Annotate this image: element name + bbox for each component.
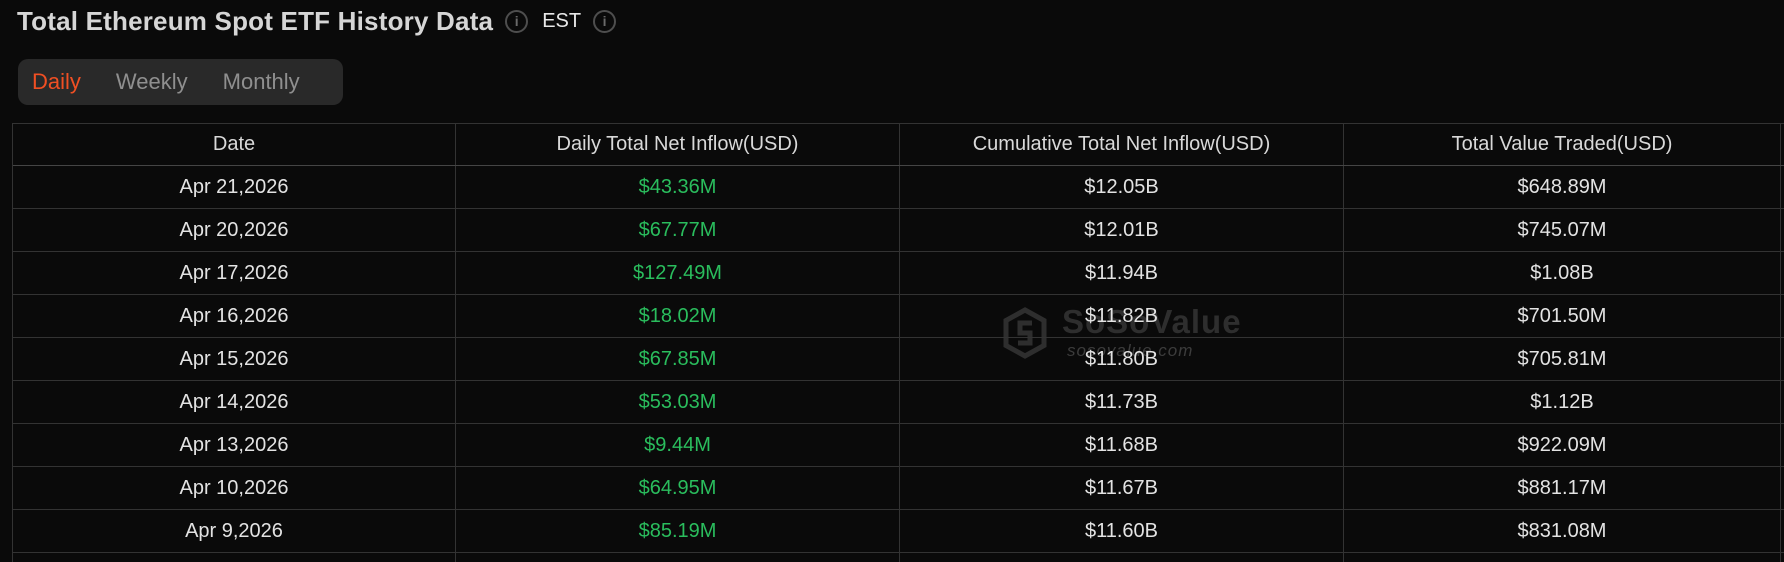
cumulative-net-inflow-cell: $12.01B xyxy=(900,209,1344,251)
total-value-traded-cell: $1.08B xyxy=(1344,252,1781,294)
date-cell xyxy=(13,553,456,562)
col-header-daily-net-inflow: Daily Total Net Inflow(USD) xyxy=(456,124,900,165)
total-value-traded-cell: $705.81M xyxy=(1344,338,1781,380)
daily-net-inflow-cell: $67.77M xyxy=(456,209,900,251)
table-header-row: Date Daily Total Net Inflow(USD) Cumulat… xyxy=(13,124,1784,166)
date-cell: Apr 14,2026 xyxy=(13,381,456,423)
watermark-text: SoSoValue sosovalue.com xyxy=(1062,305,1242,361)
cumulative-net-inflow-cell: $12.05B xyxy=(900,166,1344,208)
table-row: Apr 13,2026 $9.44M $11.68B $922.09M xyxy=(13,424,1784,467)
timezone-info-icon[interactable]: i xyxy=(593,9,617,33)
table-row: Apr 10,2026 $64.95M $11.67B $881.17M xyxy=(13,467,1784,510)
cumulative-net-inflow-cell: $11.82B xyxy=(900,295,1344,337)
tab-monthly[interactable]: Monthly xyxy=(222,69,300,94)
cumulative-net-inflow-cell: $11.73B xyxy=(900,381,1344,423)
total-value-traded-cell: $648.89M xyxy=(1344,166,1781,208)
date-cell: Apr 15,2026 xyxy=(13,338,456,380)
col-header-cumulative-net-inflow: Cumulative Total Net Inflow(USD) xyxy=(900,124,1344,165)
table-row: Apr 9,2026 $85.19M $11.60B $831.08M xyxy=(13,510,1784,553)
tab-weekly[interactable]: Weekly xyxy=(115,69,188,94)
cumulative-net-inflow-cell: $11.68B xyxy=(900,424,1344,466)
sosovalue-cube-icon xyxy=(1003,307,1047,359)
date-cell: Apr 20,2026 xyxy=(13,209,456,251)
daily-net-inflow-cell: $43.36M xyxy=(456,166,900,208)
daily-net-inflow-cell xyxy=(456,553,900,562)
total-value-traded-cell: $1.12B xyxy=(1344,381,1781,423)
cumulative-net-inflow-cell: $11.67B xyxy=(900,467,1344,509)
daily-net-inflow-cell: $18.02M xyxy=(456,295,900,337)
table-row: Apr 21,2026 $43.36M $12.05B $648.89M xyxy=(13,166,1784,209)
page-title: Total Ethereum Spot ETF History Data xyxy=(17,5,494,36)
table-row: Apr 15,2026 $67.85M $11.80B $705.81M xyxy=(13,338,1784,381)
daily-net-inflow-cell: $53.03M xyxy=(456,381,900,423)
table-row: Apr 20,2026 $67.77M $12.01B $745.07M xyxy=(13,209,1784,252)
period-tab-bar: Daily Weekly Monthly xyxy=(18,59,343,105)
daily-net-inflow-cell: $85.19M xyxy=(456,510,900,552)
date-cell: Apr 13,2026 xyxy=(13,424,456,466)
watermark-brand: SoSoValue xyxy=(1062,303,1242,340)
date-cell: Apr 17,2026 xyxy=(13,252,456,294)
cumulative-net-inflow-cell: $11.94B xyxy=(900,252,1344,294)
table-row: Apr 17,2026 $127.49M $11.94B $1.08B xyxy=(13,252,1784,295)
date-cell: Apr 16,2026 xyxy=(13,295,456,337)
watermark: SoSoValue sosovalue.com xyxy=(1002,305,1242,361)
col-header-total-value-traded: Total Value Traded(USD) xyxy=(1344,124,1781,165)
total-value-traded-cell: $745.07M xyxy=(1344,209,1781,251)
date-cell: Apr 10,2026 xyxy=(13,467,456,509)
etf-history-table: Date Daily Total Net Inflow(USD) Cumulat… xyxy=(12,123,1784,562)
tab-daily[interactable]: Daily xyxy=(32,69,81,94)
cumulative-net-inflow-cell: $11.60B xyxy=(900,510,1344,552)
table-row-partial xyxy=(13,553,1784,562)
watermark-domain: sosovalue.com xyxy=(1067,341,1194,360)
table-row: Apr 14,2026 $53.03M $11.73B $1.12B xyxy=(13,381,1784,424)
daily-net-inflow-cell: $127.49M xyxy=(456,252,900,294)
total-value-traded-cell: $831.08M xyxy=(1344,510,1781,552)
total-value-traded-cell: $881.17M xyxy=(1344,467,1781,509)
cumulative-net-inflow-cell xyxy=(900,553,1344,562)
info-icon[interactable]: i xyxy=(505,9,529,33)
table-row: Apr 16,2026 $18.02M $11.82B $701.50M xyxy=(13,295,1784,338)
daily-net-inflow-cell: $67.85M xyxy=(456,338,900,380)
page-header: Total Ethereum Spot ETF History Data i E… xyxy=(17,4,617,38)
daily-net-inflow-cell: $9.44M xyxy=(456,424,900,466)
total-value-traded-cell: $701.50M xyxy=(1344,295,1781,337)
cumulative-net-inflow-cell: $11.80B xyxy=(900,338,1344,380)
total-value-traded-cell xyxy=(1344,553,1781,562)
col-header-date: Date xyxy=(13,124,456,165)
date-cell: Apr 9,2026 xyxy=(13,510,456,552)
daily-net-inflow-cell: $64.95M xyxy=(456,467,900,509)
timezone-label: EST xyxy=(542,9,582,32)
date-cell: Apr 21,2026 xyxy=(13,166,456,208)
total-value-traded-cell: $922.09M xyxy=(1344,424,1781,466)
